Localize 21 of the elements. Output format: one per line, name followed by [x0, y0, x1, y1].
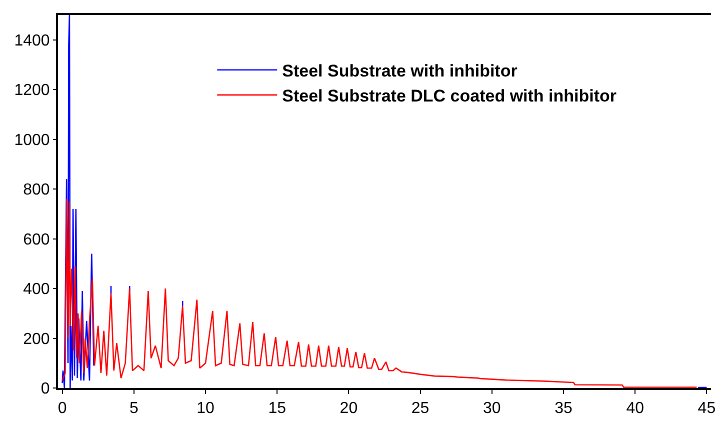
legend-label: Steel Substrate with inhibitor [282, 61, 518, 80]
y-tick-label: 1000 [14, 132, 50, 149]
x-tick-label: 5 [129, 400, 138, 418]
x-tick-label: 20 [340, 400, 358, 418]
y-tick-label: 200 [23, 330, 50, 348]
x-tick-label: 0 [58, 400, 67, 418]
y-tick-label: 600 [23, 231, 50, 248]
x-tick-label: 30 [483, 400, 501, 418]
x-tick-label: 15 [268, 400, 286, 418]
y-tick-label: 0 [40, 380, 50, 398]
legend-label: Steel Substrate DLC coated with inhibitor [282, 86, 617, 106]
x-tick-label: 10 [196, 400, 214, 418]
y-tick-label: 1400 [14, 32, 50, 50]
x-tick-label: 45 [698, 400, 716, 418]
y-tick-label: 400 [23, 281, 50, 298]
y-tick-label: 1200 [14, 82, 50, 100]
x-tick-label: 35 [554, 400, 572, 418]
line-series [62, 198, 698, 388]
x-tick-label: 25 [411, 400, 430, 418]
x-tick-label: 40 [626, 400, 644, 418]
y-tick-label: 800 [23, 182, 50, 199]
